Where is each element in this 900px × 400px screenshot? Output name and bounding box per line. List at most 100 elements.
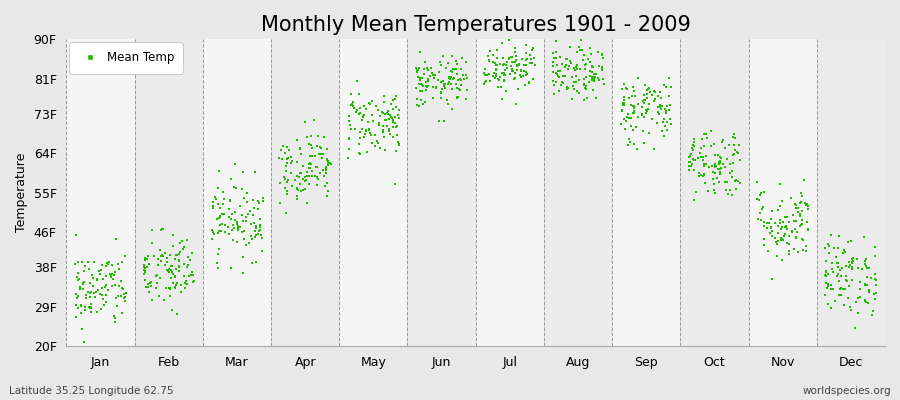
Point xyxy=(233,224,248,230)
Point xyxy=(460,74,474,81)
Point xyxy=(139,269,153,275)
Point xyxy=(212,246,226,252)
Point xyxy=(249,232,264,239)
Point xyxy=(222,231,237,237)
Point xyxy=(212,228,227,234)
Point xyxy=(411,81,426,87)
Point xyxy=(560,86,574,93)
Point xyxy=(481,53,495,60)
Point xyxy=(482,58,496,64)
Point xyxy=(795,236,809,242)
Point xyxy=(801,226,815,232)
Point xyxy=(770,241,784,247)
Point xyxy=(112,283,127,289)
Point xyxy=(626,104,641,110)
Point xyxy=(520,71,535,77)
Point xyxy=(320,166,334,173)
Point xyxy=(349,108,364,115)
Point xyxy=(644,92,659,98)
Point xyxy=(414,97,428,103)
Point xyxy=(826,245,841,251)
Point xyxy=(459,59,473,65)
Point xyxy=(713,159,727,166)
Point xyxy=(631,114,645,120)
Point xyxy=(230,225,245,231)
Bar xyxy=(67,39,135,346)
Point xyxy=(572,76,586,83)
Point xyxy=(698,180,712,186)
Point xyxy=(173,240,187,246)
Point xyxy=(205,202,220,209)
Point xyxy=(868,282,883,288)
Point xyxy=(187,278,202,285)
Point xyxy=(477,81,491,87)
Point xyxy=(695,136,709,142)
Point xyxy=(824,282,839,288)
Point xyxy=(862,265,877,271)
Point xyxy=(74,310,88,316)
Point xyxy=(81,258,95,265)
Point xyxy=(310,174,325,181)
Point xyxy=(208,194,222,200)
Point xyxy=(206,229,220,236)
Point xyxy=(239,190,254,197)
Point xyxy=(290,172,304,179)
Point xyxy=(358,128,373,134)
Point xyxy=(577,97,591,104)
Point xyxy=(105,276,120,282)
Point xyxy=(637,140,652,147)
Point xyxy=(818,269,832,276)
Point xyxy=(342,112,356,119)
Point xyxy=(724,174,739,180)
Point xyxy=(490,55,504,61)
Point xyxy=(418,58,432,65)
Point xyxy=(162,285,176,291)
Point xyxy=(634,111,649,117)
Point xyxy=(137,264,151,270)
Point xyxy=(761,220,776,226)
Point xyxy=(87,294,102,300)
Point xyxy=(185,269,200,275)
Point xyxy=(769,220,783,226)
Point xyxy=(356,113,370,120)
Point xyxy=(114,285,129,292)
Point xyxy=(356,117,370,124)
Point xyxy=(285,158,300,164)
Point xyxy=(684,151,698,158)
Point xyxy=(564,96,579,102)
Point xyxy=(352,141,366,148)
Point xyxy=(620,86,634,92)
Point xyxy=(752,192,767,198)
Point xyxy=(291,187,305,194)
Point xyxy=(380,110,394,116)
Point xyxy=(697,161,711,168)
Point xyxy=(699,161,714,167)
Point xyxy=(821,271,835,278)
Point xyxy=(830,273,844,280)
Point xyxy=(74,303,88,310)
Point xyxy=(596,76,610,82)
Point xyxy=(551,68,565,74)
Point xyxy=(696,154,710,160)
Bar xyxy=(339,39,408,346)
Point xyxy=(236,169,250,176)
Point xyxy=(577,76,591,82)
Point xyxy=(382,126,397,132)
Point xyxy=(415,75,429,81)
Point xyxy=(428,72,442,78)
Point xyxy=(716,137,731,143)
Point xyxy=(303,161,318,167)
Point xyxy=(586,74,600,80)
Point xyxy=(140,284,155,290)
Point xyxy=(778,224,793,230)
Point xyxy=(868,253,883,260)
Point xyxy=(377,134,392,140)
Point xyxy=(167,284,182,290)
Point xyxy=(713,168,727,175)
Point xyxy=(373,119,387,126)
Point xyxy=(278,163,293,169)
Point xyxy=(79,295,94,302)
Point xyxy=(825,286,840,293)
Point xyxy=(726,131,741,137)
Point xyxy=(563,58,578,64)
